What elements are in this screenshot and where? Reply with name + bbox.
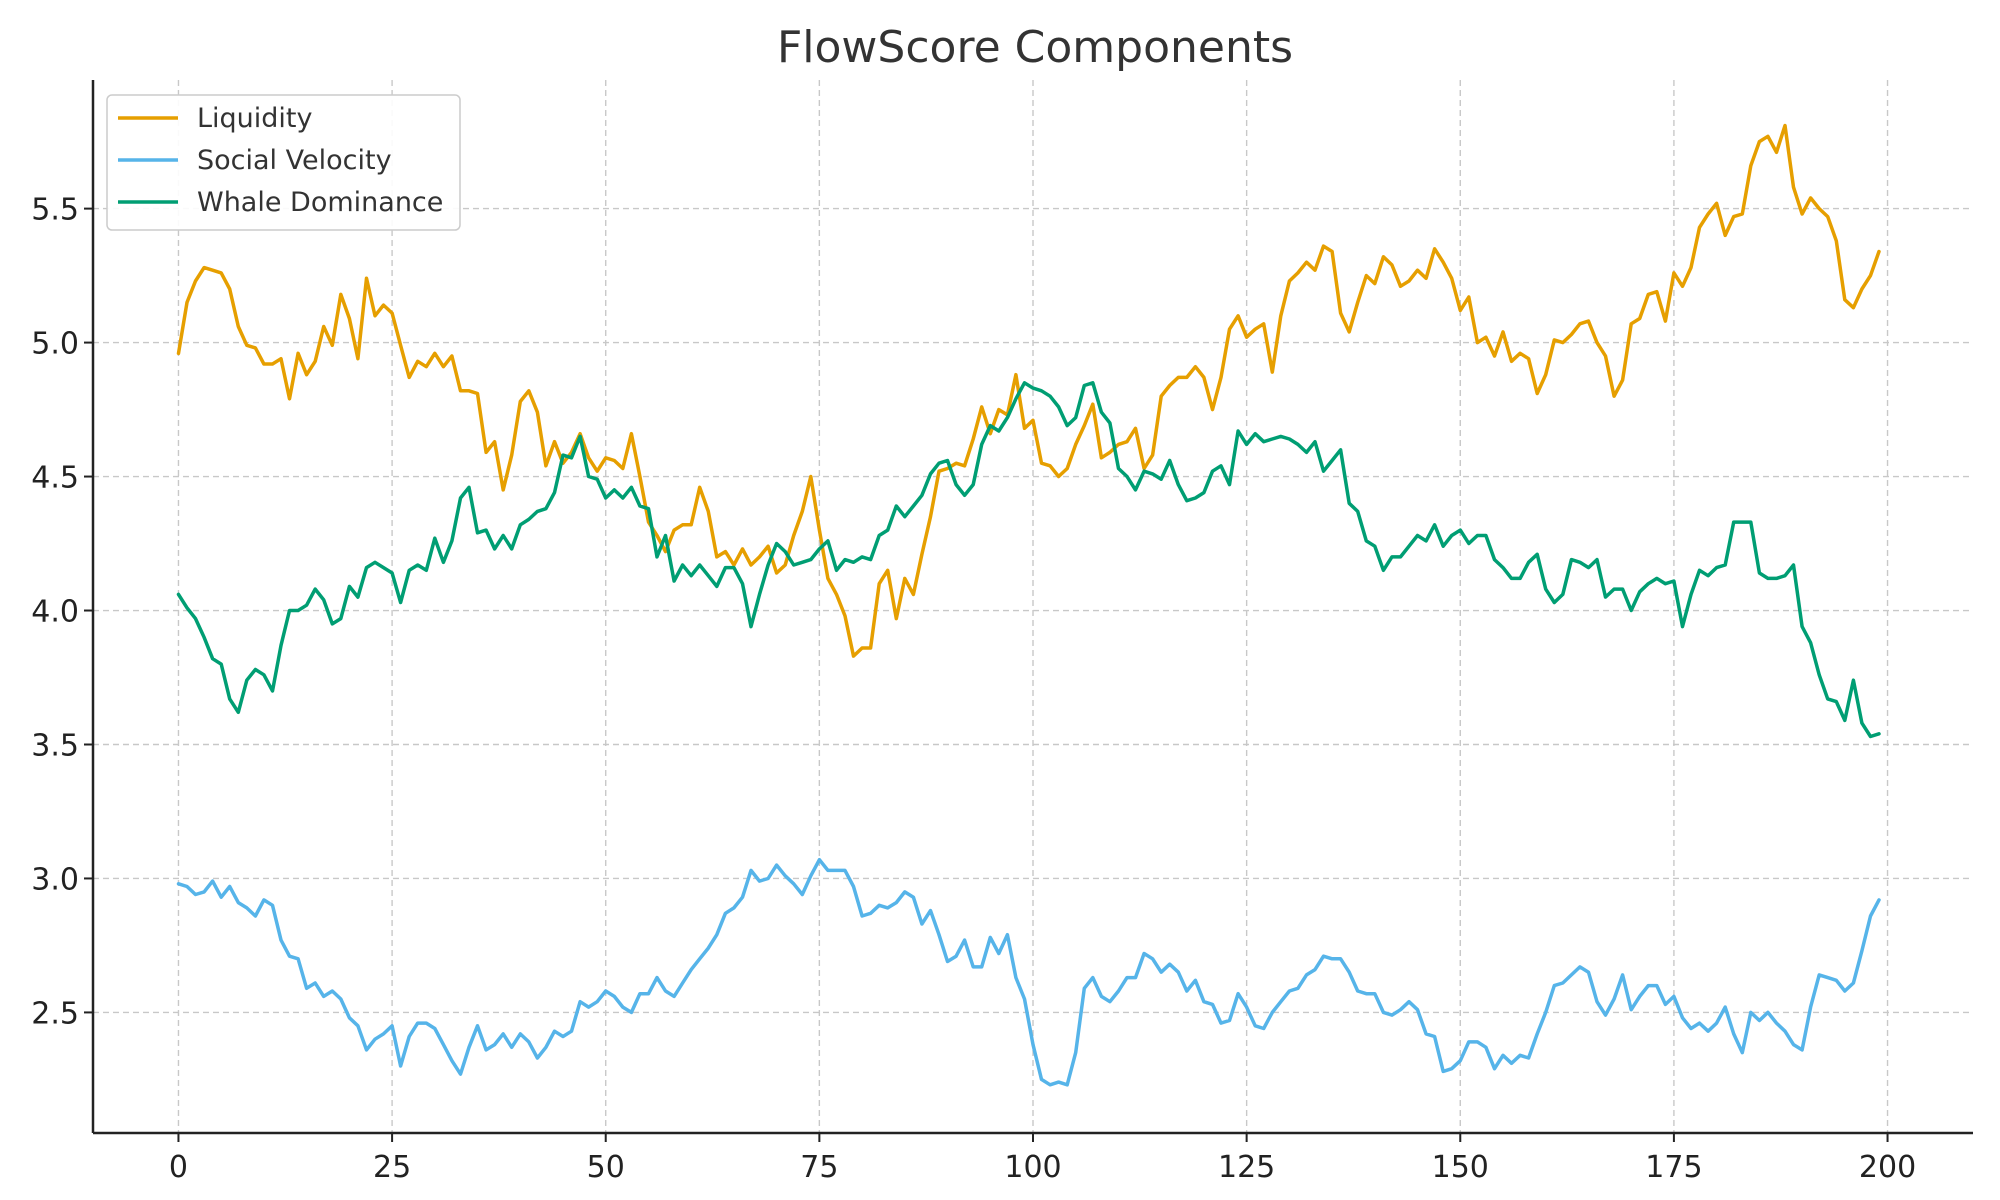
y-tick-label: 4.5	[31, 461, 79, 496]
series-lines	[176, 123, 1881, 1087]
series-line-social-velocity	[176, 857, 1881, 1087]
y-tick-label: 5.0	[31, 327, 79, 362]
series-line-liquidity	[176, 123, 1881, 658]
y-tick-label: 5.5	[31, 193, 79, 228]
x-tick-label: 25	[373, 1150, 411, 1185]
legend-label-liquidity: Liquidity	[197, 103, 313, 134]
y-tick-label: 3.5	[31, 728, 79, 763]
ticks: 0 25 50 75 100 125 150 175 200 2.5 3.0 3.5 4.0 4.5 5.0…	[31, 193, 1916, 1185]
x-tick-label: 150	[1432, 1150, 1489, 1185]
x-tick-label: 0	[169, 1150, 188, 1185]
legend: Liquidity Social Velocity Whale Dominance	[106, 94, 461, 231]
x-tick-label: 100	[1004, 1150, 1061, 1185]
legend-label-whale-dominance: Whale Dominance	[197, 187, 443, 218]
x-tick-label: 75	[800, 1150, 838, 1185]
legend-label-social-velocity: Social Velocity	[197, 145, 392, 176]
series-line-whale-dominance	[176, 381, 1881, 739]
y-tick-label: 3.0	[31, 862, 79, 897]
x-tick-label: 50	[587, 1150, 625, 1185]
x-tick-label: 125	[1218, 1150, 1275, 1185]
y-tick-label: 4.0	[31, 595, 79, 630]
grid	[93, 80, 1973, 1133]
x-tick-label: 175	[1645, 1150, 1702, 1185]
legend-box	[106, 94, 461, 231]
chart-title: FlowScore Components	[777, 22, 1293, 73]
y-tick-label: 2.5	[31, 996, 79, 1031]
x-tick-label: 200	[1859, 1150, 1916, 1185]
